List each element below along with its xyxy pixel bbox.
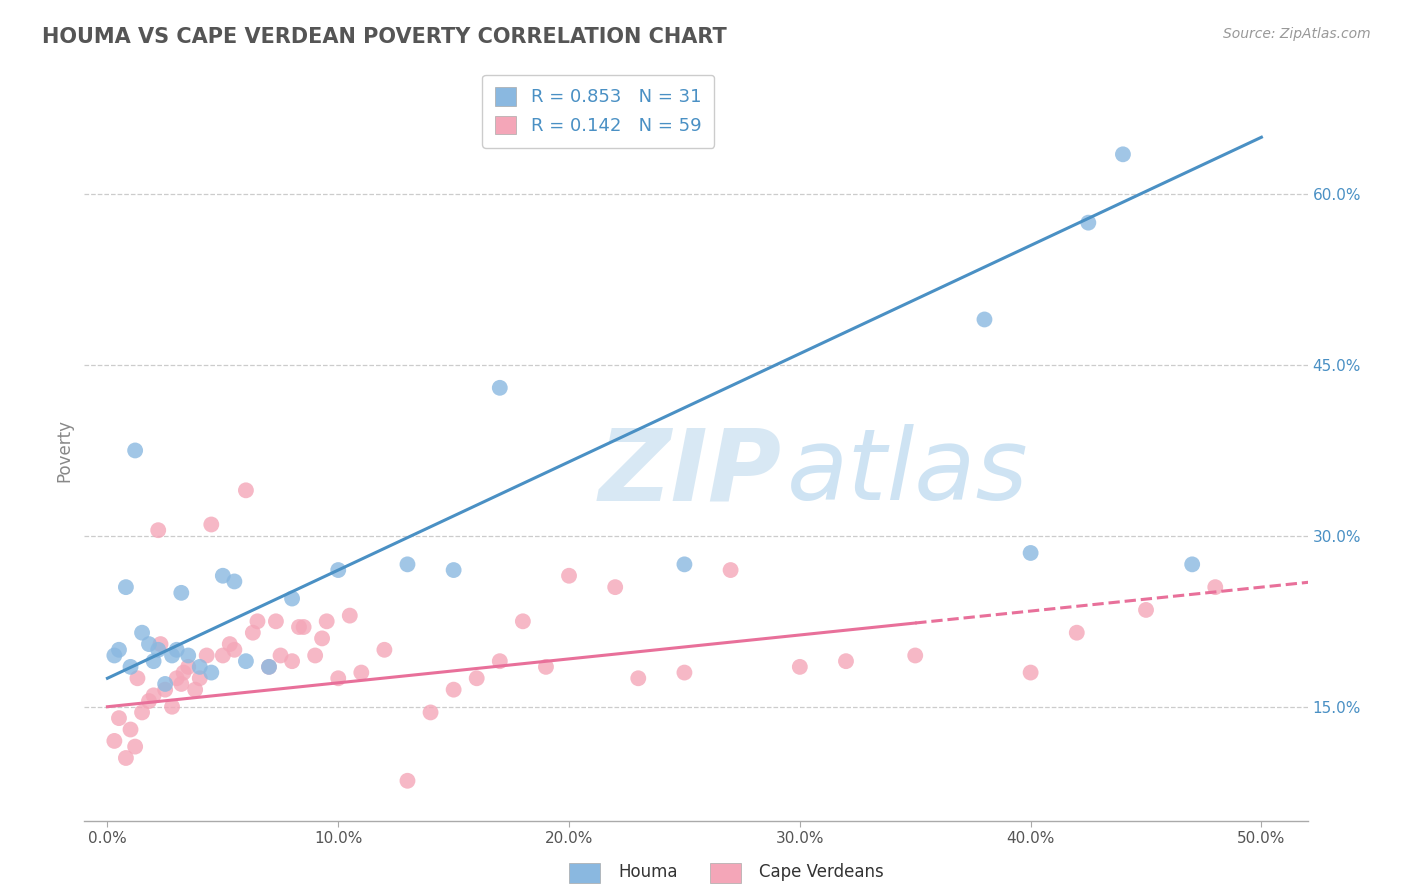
Point: [166, 642, 188, 657]
Point: [1066, 625, 1088, 640]
Point: [270, 648, 292, 663]
Point: [904, 648, 927, 663]
Point: [148, 642, 170, 657]
Text: Houma: Houma: [619, 863, 678, 881]
Point: [292, 620, 315, 634]
Text: Cape Verdeans: Cape Verdeans: [759, 863, 884, 881]
Point: [328, 671, 350, 685]
Point: [120, 723, 142, 737]
Point: [288, 620, 311, 634]
Point: [281, 591, 304, 606]
Point: [373, 642, 395, 657]
Point: [211, 568, 233, 582]
Point: [170, 586, 193, 600]
Point: [673, 558, 696, 572]
Point: [153, 682, 176, 697]
Point: [200, 665, 222, 680]
Point: [488, 381, 510, 395]
Point: [124, 443, 146, 458]
Point: [339, 608, 361, 623]
Point: [419, 706, 441, 720]
Point: [242, 625, 264, 640]
Point: [465, 671, 488, 685]
Point: [103, 648, 125, 663]
Point: [142, 689, 165, 703]
Point: [257, 660, 280, 674]
Point: [558, 568, 581, 582]
Point: [142, 654, 165, 668]
Point: [1077, 216, 1099, 230]
Point: [224, 574, 246, 589]
Point: [184, 682, 207, 697]
Point: [131, 625, 153, 640]
Point: [512, 615, 534, 629]
Point: [443, 563, 465, 577]
Text: ZIP: ZIP: [598, 425, 782, 521]
Point: [627, 671, 650, 685]
Point: [160, 699, 183, 714]
Point: [160, 648, 183, 663]
Point: [108, 711, 131, 725]
Text: atlas: atlas: [786, 425, 1028, 521]
Y-axis label: Poverty: Poverty: [55, 419, 73, 482]
Point: [127, 671, 149, 685]
Point: [149, 637, 172, 651]
Point: [396, 773, 419, 788]
Point: [211, 648, 233, 663]
Point: [177, 660, 200, 674]
Point: [534, 660, 557, 674]
Point: [605, 580, 627, 594]
Point: [1204, 580, 1226, 594]
Point: [1019, 546, 1042, 560]
Point: [120, 660, 142, 674]
Point: [835, 654, 858, 668]
Point: [173, 665, 195, 680]
Point: [350, 665, 373, 680]
Point: [188, 671, 211, 685]
Point: [177, 648, 200, 663]
Point: [153, 677, 176, 691]
Point: [281, 654, 304, 668]
Point: [115, 580, 138, 594]
Point: [396, 558, 419, 572]
Point: [720, 563, 742, 577]
Point: [328, 563, 350, 577]
Point: [315, 615, 337, 629]
Point: [264, 615, 287, 629]
Point: [224, 642, 246, 657]
Point: [304, 648, 326, 663]
Point: [673, 665, 696, 680]
Point: [108, 642, 131, 657]
Point: [1181, 558, 1204, 572]
Legend: R = 0.853   N = 31, R = 0.142   N = 59: R = 0.853 N = 31, R = 0.142 N = 59: [482, 75, 714, 147]
Point: [235, 483, 257, 498]
Point: [115, 751, 138, 765]
Point: [311, 632, 333, 646]
Point: [443, 682, 465, 697]
Point: [1135, 603, 1157, 617]
Point: [246, 615, 269, 629]
Point: [138, 694, 160, 708]
Point: [195, 648, 218, 663]
Point: [131, 706, 153, 720]
Point: [789, 660, 811, 674]
Point: [188, 660, 211, 674]
Text: Source: ZipAtlas.com: Source: ZipAtlas.com: [1223, 27, 1371, 41]
Point: [170, 677, 193, 691]
Point: [124, 739, 146, 754]
Point: [1019, 665, 1042, 680]
Point: [218, 637, 240, 651]
Point: [488, 654, 510, 668]
Point: [166, 671, 188, 685]
Point: [200, 517, 222, 532]
Point: [257, 660, 280, 674]
Point: [973, 312, 995, 326]
Text: HOUMA VS CAPE VERDEAN POVERTY CORRELATION CHART: HOUMA VS CAPE VERDEAN POVERTY CORRELATIO…: [42, 27, 727, 46]
Point: [235, 654, 257, 668]
Point: [148, 523, 170, 537]
Point: [1112, 147, 1135, 161]
Point: [138, 637, 160, 651]
Point: [103, 734, 125, 748]
